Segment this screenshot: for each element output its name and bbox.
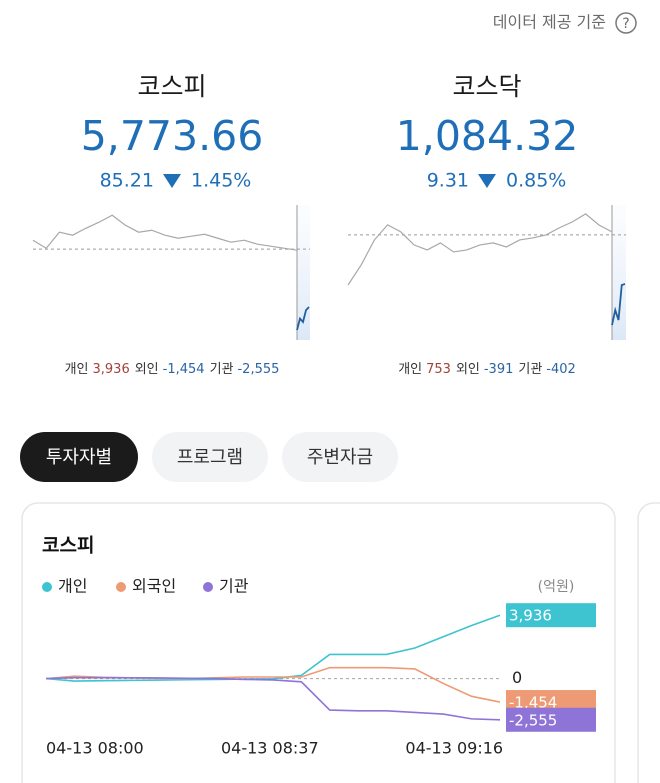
index-value: 5,773.66 <box>81 112 264 160</box>
tab-label[interactable]: 주변자금 <box>307 447 373 468</box>
legend-label: 외국인 <box>132 577 176 596</box>
index-name: 코스닥 <box>452 72 521 101</box>
legend-dot <box>203 582 213 592</box>
sparkline <box>611 283 626 326</box>
help-icon[interactable]: ? <box>622 16 629 32</box>
series-line <box>45 676 501 721</box>
x-tick-label: 04-13 09:16 <box>405 739 503 758</box>
flow-label: 외인 <box>456 362 480 377</box>
end-label: -1,454 <box>509 694 557 712</box>
unit-label: (억원) <box>538 579 575 595</box>
index-value: 1,084.32 <box>396 112 579 160</box>
legend-dot <box>116 582 126 592</box>
next-card[interactable] <box>637 502 660 783</box>
index-change: 9.31 <box>427 170 469 192</box>
sparkline <box>347 213 613 286</box>
x-tick-label: 04-13 08:37 <box>221 739 319 758</box>
x-tick-label: 04-13 08:00 <box>46 739 144 758</box>
after-hours-shade <box>612 205 626 340</box>
flow-value: -2,555 <box>237 362 279 377</box>
after-hours-shade <box>297 205 310 340</box>
tab[interactable] <box>20 432 138 482</box>
flow-label: 개인 <box>65 362 89 377</box>
end-label: -2,555 <box>509 711 557 729</box>
tab[interactable] <box>152 432 268 482</box>
sparkline <box>296 306 310 331</box>
legend-label: 개인 <box>58 577 87 596</box>
flow-label: 외인 <box>135 362 159 377</box>
flow-label: 기관 <box>210 362 234 377</box>
flow-summary: 개인 3,936 외인 -1,454 기관 -2,555 <box>65 362 280 377</box>
tab[interactable] <box>282 432 398 482</box>
y-tick-label: 0 <box>512 668 522 687</box>
card <box>21 502 616 783</box>
flow-label: 기관 <box>518 362 542 377</box>
end-label-box <box>506 707 596 732</box>
flow-value: 753 <box>426 362 451 377</box>
index-change-pct: 1.45% <box>191 170 251 192</box>
help-circle[interactable] <box>615 12 637 34</box>
sparkline <box>32 214 298 251</box>
legend-dot <box>42 582 52 592</box>
series-line <box>45 614 501 682</box>
index-name: 코스피 <box>137 72 206 101</box>
legend-label: 기관 <box>219 577 249 596</box>
tab-label[interactable]: 프로그램 <box>177 447 243 468</box>
index-change-pct: 0.85% <box>506 170 566 192</box>
flow-value: -391 <box>484 362 514 377</box>
tab-label[interactable]: 투자자별 <box>46 447 112 468</box>
flow-summary: 개인 753 외인 -391 기관 -402 <box>398 362 576 377</box>
source-label[interactable]: 데이터 제공 기준 <box>493 13 606 32</box>
card-title: 코스피 <box>42 535 94 557</box>
down-triangle <box>478 174 496 188</box>
flow-label: 개인 <box>398 362 422 377</box>
flow-value: -402 <box>546 362 576 377</box>
end-label: 3,936 <box>509 607 552 625</box>
index-change: 85.21 <box>100 170 154 192</box>
end-label-box <box>506 603 596 628</box>
flow-value: 3,936 <box>93 362 130 377</box>
down-triangle <box>163 174 181 188</box>
flow-value: -1,454 <box>163 362 205 377</box>
